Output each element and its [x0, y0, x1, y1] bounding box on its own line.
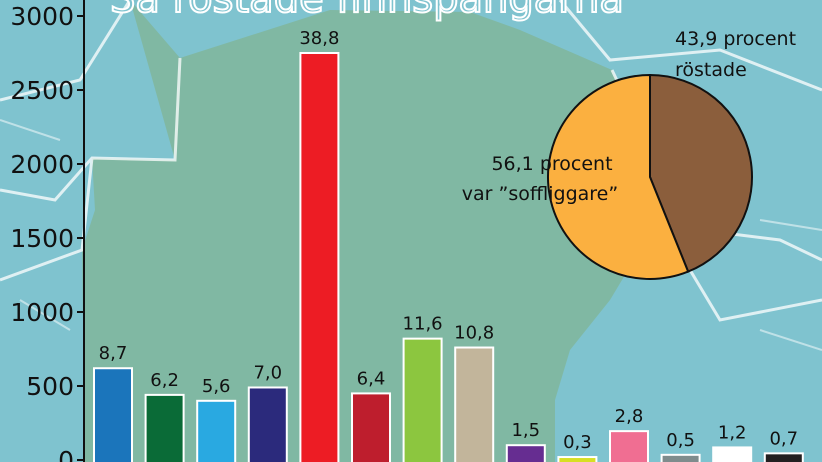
pie-label-nonvoters-line1: 56,1 procent [491, 153, 612, 175]
y-tick-label: 0 [58, 446, 74, 462]
y-tick-label: 2000 [10, 150, 74, 179]
bar [402, 337, 443, 462]
bar-data-label: 0,5 [666, 430, 695, 451]
bar-data-label: 6,2 [150, 370, 179, 391]
pie-slice [649, 73, 753, 273]
turnout-pie [547, 73, 753, 280]
bar-series: 8,7 6,2 5,6 7,0 38,8 6,4 11,6 10,8 1,5 0,3 2,8 0,5 1… [93, 28, 804, 462]
bar [505, 444, 546, 462]
bar-data-label: 6,4 [357, 368, 386, 389]
bar [144, 393, 185, 462]
bar [93, 367, 133, 462]
bar-data-label: 7,0 [253, 362, 282, 383]
bar [299, 52, 340, 462]
pie-label-voted-line2: röstade [675, 59, 747, 81]
bar-data-label: 0,3 [563, 432, 592, 453]
pie-label-voted-line1: 43,9 procent [675, 28, 796, 50]
bar [454, 346, 495, 462]
pie-slice [547, 73, 690, 280]
bar [763, 452, 804, 462]
bar [351, 392, 391, 462]
bar-data-label: 0,7 [769, 428, 798, 449]
y-tick-label: 2500 [10, 76, 74, 105]
bar-data-label: 38,8 [299, 28, 339, 49]
bar [247, 386, 288, 462]
bar [660, 453, 701, 462]
bar-data-label: 2,8 [615, 406, 644, 427]
map-region-shape [82, 0, 650, 462]
y-tick-label: 3000 [10, 2, 74, 31]
bar-data-label: 10,8 [454, 323, 494, 344]
bar-data-label: 1,5 [511, 420, 540, 441]
bar-data-label: 5,6 [202, 376, 231, 397]
y-tick-label: 1000 [10, 298, 74, 327]
y-tick-label: 1500 [10, 224, 74, 253]
chart-title: Så röstade finnspångarna [110, 0, 624, 22]
y-tick-label: 500 [26, 372, 74, 401]
bar [712, 446, 753, 462]
map-outline-sea-rivers [0, 119, 822, 351]
bar-data-label: 11,6 [403, 314, 443, 335]
y-axis-ticks: 0 500 1000 1500 2000 2500 3000 [10, 2, 84, 462]
bar-data-label: 8,7 [99, 343, 128, 364]
bar [609, 430, 649, 462]
pie-label-nonvoters-line2: var ”soffliggare” [462, 183, 618, 205]
map-outline [0, 0, 822, 322]
bar [557, 456, 598, 462]
bar [196, 399, 237, 462]
bar-data-label: 1,2 [718, 422, 747, 443]
